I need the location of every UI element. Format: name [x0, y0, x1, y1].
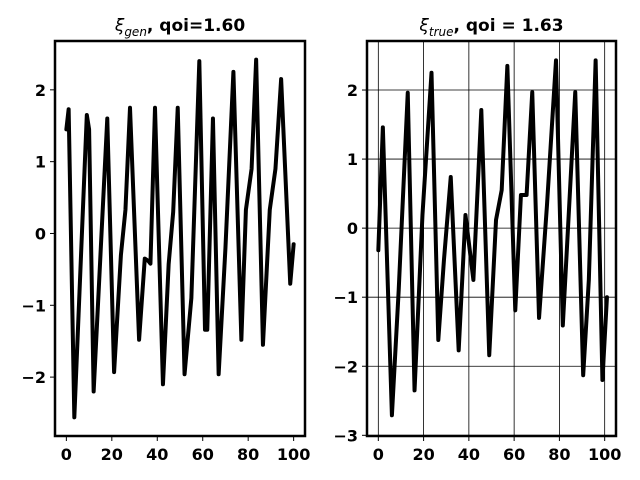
- title-rest: , qoi=1.60: [147, 16, 245, 36]
- y-tick-label: −1: [21, 296, 46, 315]
- data-line: [376, 58, 609, 418]
- x-tick-label: 0: [373, 445, 384, 464]
- x-tick-label: 0: [61, 445, 72, 464]
- chart-title: ξgen, qoi=1.60: [114, 16, 246, 39]
- subplot: ξgen, qoi=1.60 0 20 40 60 80 100 −2 −1 0 1 2: [21, 16, 310, 464]
- plot-frame: [53, 39, 307, 438]
- x-tick-label: 40: [458, 445, 480, 464]
- x-tick-label: 40: [146, 445, 168, 464]
- title-subscript: gen: [124, 25, 147, 39]
- title-subscript: true: [429, 25, 454, 39]
- chart-title: ξtrue, qoi = 1.63: [418, 16, 563, 39]
- x-tick-label: 60: [192, 445, 214, 464]
- title-symbol: ξ: [114, 16, 125, 36]
- data-line: [64, 57, 296, 420]
- subplot: ξtrue, qoi = 1.63 0 20 40 60 80 100 −3 −2 −1 0 1 2: [333, 16, 621, 464]
- y-tick-label: −2: [21, 368, 46, 387]
- y-tick-label: −3: [333, 426, 358, 445]
- y-tick-label: 1: [347, 150, 358, 169]
- x-tick-label: 60: [503, 445, 525, 464]
- y-tick-label: −2: [333, 357, 358, 376]
- x-tick-label: 80: [237, 445, 259, 464]
- y-tick-label: 1: [35, 153, 46, 172]
- x-tick-label: 20: [412, 445, 434, 464]
- x-tick-label: 20: [101, 445, 123, 464]
- y-tick-label: −1: [333, 288, 358, 307]
- x-tick-label: 100: [588, 445, 621, 464]
- x-tick-label: 80: [548, 445, 570, 464]
- title-rest: , qoi = 1.63: [454, 16, 564, 36]
- y-tick-label: 0: [35, 224, 46, 243]
- y-tick-label: 2: [35, 81, 46, 100]
- y-tick-label: 2: [347, 81, 358, 100]
- y-tick-label: 0: [347, 219, 358, 238]
- x-tick-label: 100: [277, 445, 310, 464]
- title-symbol: ξ: [418, 16, 429, 36]
- plot-frame: [365, 39, 618, 438]
